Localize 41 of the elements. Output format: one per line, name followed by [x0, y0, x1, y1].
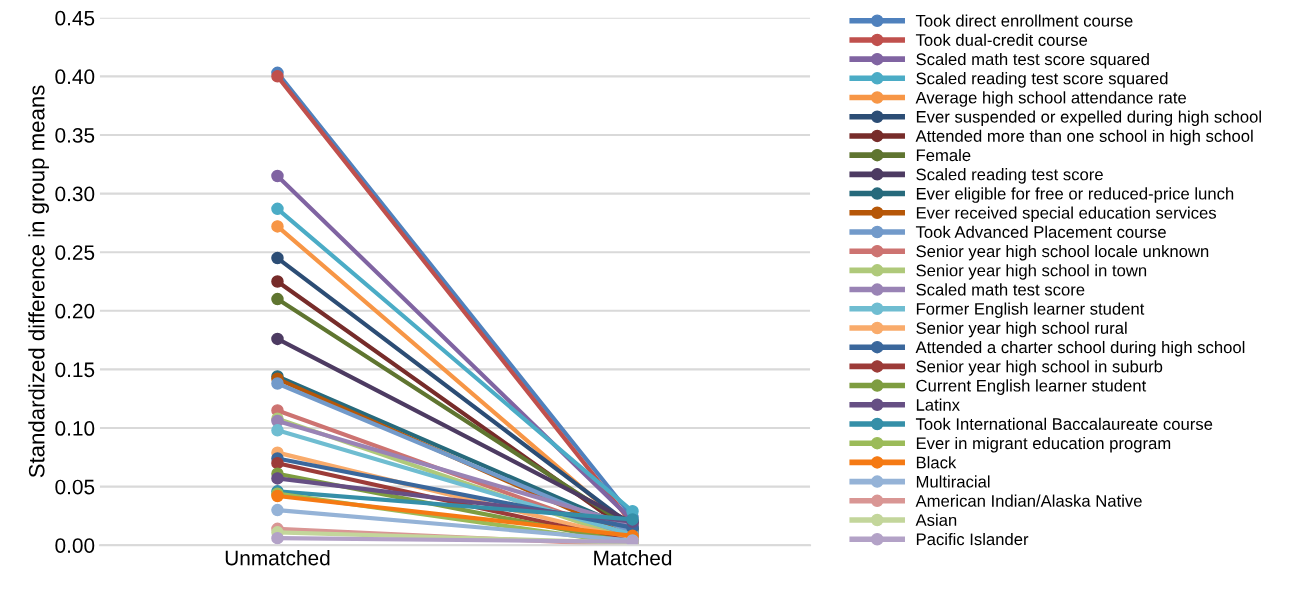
y-axis-title: Standardized difference in group means [28, 85, 49, 478]
y-tick-label: 0.20 [55, 303, 95, 319]
legend-label: Took dual-credit course [915, 33, 1088, 46]
legend-label: Scaled math test score [916, 283, 1085, 296]
legend-label: Current English learner student [916, 379, 1147, 395]
legend-label: Ever received special education services [916, 206, 1217, 223]
legend-label: American Indian/Alaska Native [915, 494, 1142, 507]
legend-label: Attended more than one school in high school [915, 129, 1253, 146]
legend-label: Scaled reading test score squared [916, 72, 1168, 88]
legend-label: Pacific Islander [916, 532, 1029, 546]
legend-label: Took Advanced Placement course [915, 225, 1166, 238]
x-tick-label: Matched [594, 550, 672, 566]
legend-label: Former English learner student [916, 302, 1145, 319]
legend-label: Senior year high school rural [916, 321, 1127, 338]
legend-label: Senior year high school in town [916, 264, 1147, 280]
legend-label: Senior year high school locale unknown [916, 244, 1209, 261]
y-tick-label: 0.40 [55, 69, 95, 85]
legend-label: Scaled math test score squared [916, 52, 1149, 69]
legend-label: Black [916, 456, 957, 469]
y-tick-label: 0.10 [55, 421, 95, 436]
legend-label: Ever eligible for free or reduced-price lunch [916, 187, 1234, 203]
y-tick-label: 0.15 [55, 362, 95, 378]
legend-label: Ever in migrant education program [916, 436, 1171, 453]
legend-label: Ever suspended or expelled during high school [916, 110, 1261, 127]
y-tick-label: 0.00 [55, 538, 95, 553]
legend-label: Asian [915, 513, 957, 527]
legend-label: Attended a charter school during high school [915, 340, 1245, 357]
legend-label: Senior year high school in suburb [916, 360, 1163, 376]
legend-label: Average high school attendance rate [915, 91, 1186, 107]
legend-label: Latinx [916, 398, 960, 411]
legend-label: Female [916, 148, 971, 162]
legend-label: Scaled reading test score [916, 168, 1103, 184]
y-tick-label: 0.05 [55, 479, 95, 495]
y-tick-label: 0.30 [55, 186, 95, 202]
x-tick-label: Unmatched [225, 550, 330, 566]
y-tick-label: 0.45 [55, 10, 95, 26]
legend-label: Took direct enrollment course [915, 14, 1133, 27]
y-tick-label: 0.35 [55, 127, 95, 143]
legend-label: Took International Baccalaureate course [915, 417, 1213, 430]
legend-label: Multiracial [916, 475, 990, 488]
y-tick-label: 0.25 [55, 245, 95, 260]
